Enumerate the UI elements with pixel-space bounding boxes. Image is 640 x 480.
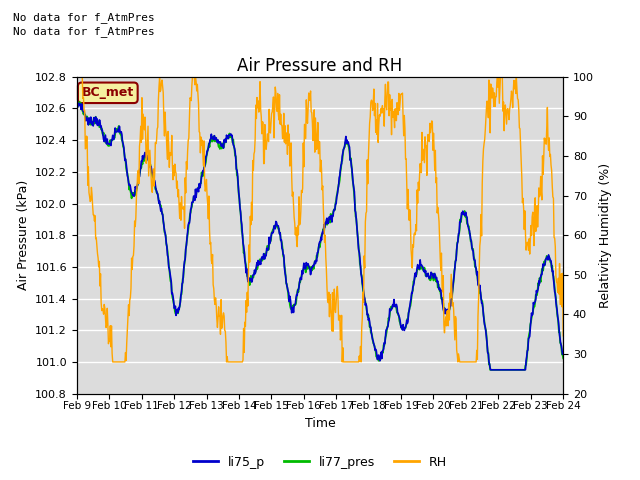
Legend: li75_p, li77_pres, RH: li75_p, li77_pres, RH	[188, 451, 452, 474]
Y-axis label: Air Pressure (kPa): Air Pressure (kPa)	[17, 180, 29, 290]
Text: BC_met: BC_met	[82, 86, 134, 99]
Text: No data for f_AtmPres: No data for f_AtmPres	[13, 12, 154, 23]
Y-axis label: Relativity Humidity (%): Relativity Humidity (%)	[600, 163, 612, 308]
Title: Air Pressure and RH: Air Pressure and RH	[237, 57, 403, 75]
Text: No data for f_AtmPres: No data for f_AtmPres	[13, 26, 154, 37]
X-axis label: Time: Time	[305, 417, 335, 430]
